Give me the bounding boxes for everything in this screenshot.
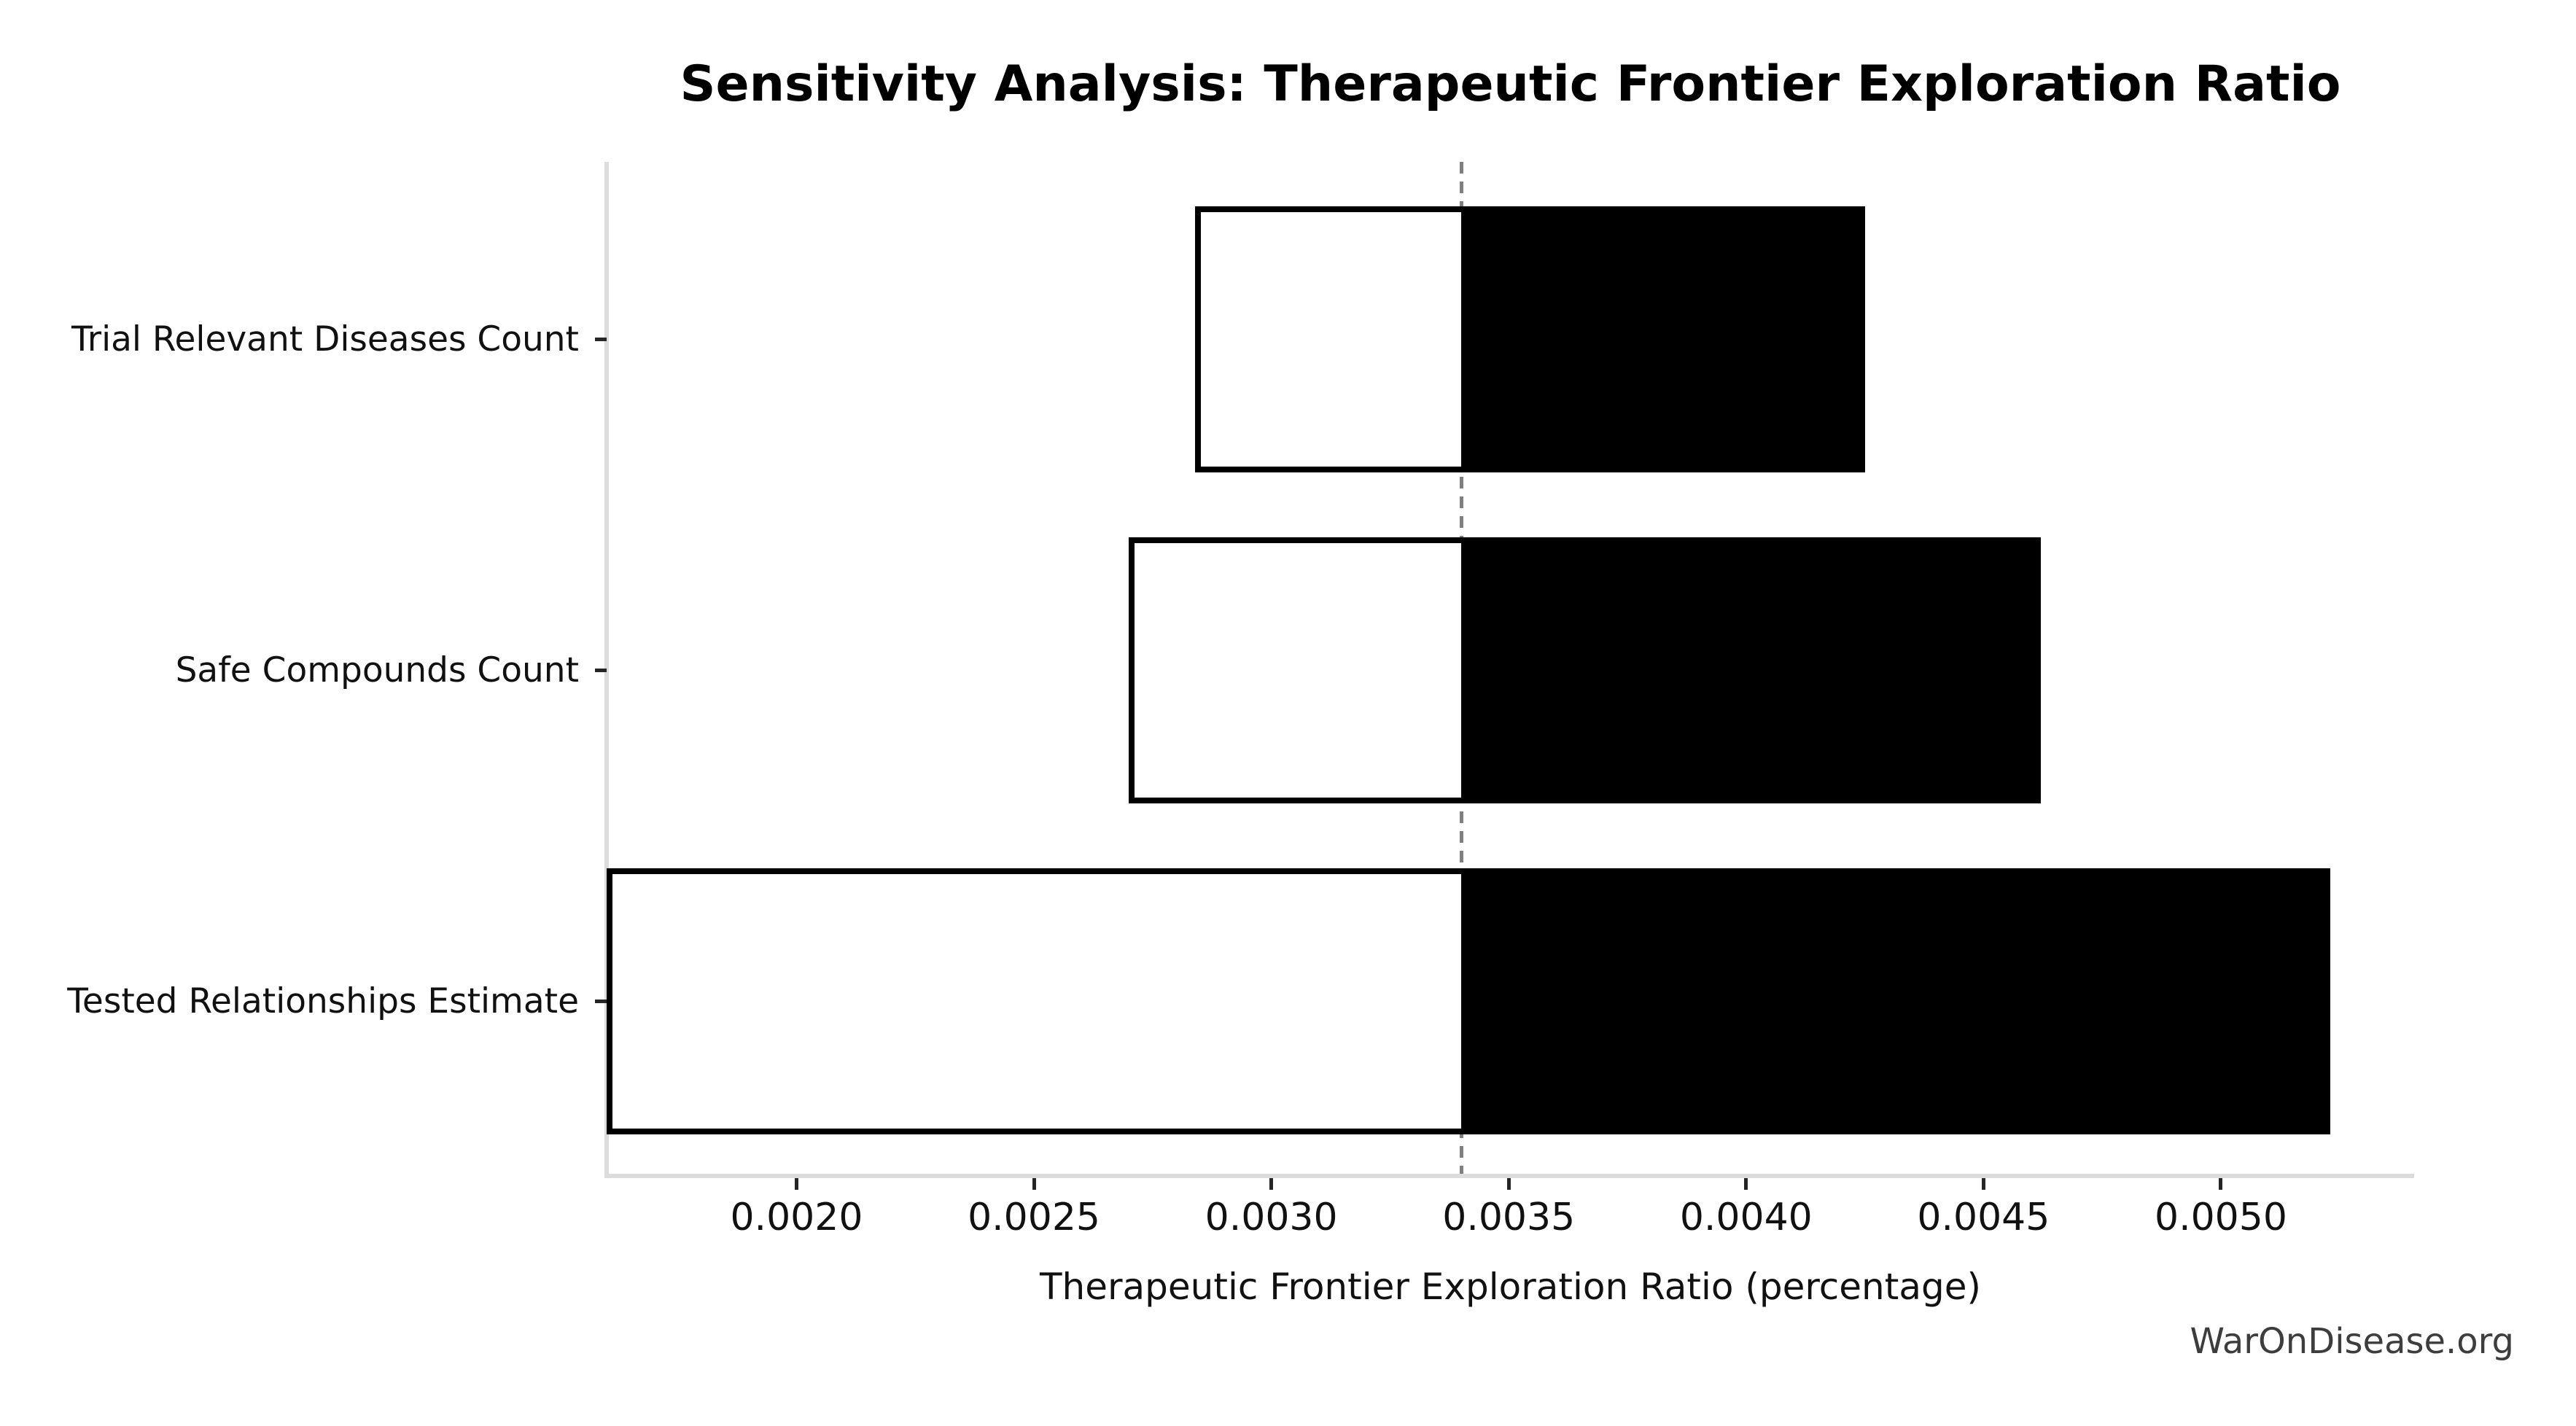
bar-high-segment-1 xyxy=(1461,537,2041,803)
x-tick-mark-0 xyxy=(794,1178,798,1190)
x-tick-mark-4 xyxy=(1744,1178,1748,1190)
y-tick-mark-0 xyxy=(595,338,607,341)
x-tick-mark-3 xyxy=(1506,1178,1511,1190)
y-tick-mark-2 xyxy=(595,1000,607,1003)
y-axis-spine xyxy=(604,162,609,1178)
x-tick-label-4: 0.0040 xyxy=(1679,1196,1813,1239)
x-tick-mark-5 xyxy=(1981,1178,1985,1190)
x-axis-spine xyxy=(604,1174,2414,1178)
y-tick-label-0: Trial Relevant Diseases Count xyxy=(71,319,579,359)
x-tick-label-2: 0.0030 xyxy=(1205,1196,1338,1239)
x-tick-label-1: 0.0025 xyxy=(968,1196,1101,1239)
x-tick-label-5: 0.0045 xyxy=(1917,1196,2050,1239)
x-tick-label-6: 0.0050 xyxy=(2154,1196,2287,1239)
x-tick-label-3: 0.0035 xyxy=(1442,1196,1576,1239)
x-tick-mark-2 xyxy=(1269,1178,1274,1190)
bar-high-segment-0 xyxy=(1461,206,1865,472)
x-tick-label-0: 0.0020 xyxy=(730,1196,863,1239)
x-tick-mark-1 xyxy=(1032,1178,1036,1190)
bar-high-segment-2 xyxy=(1461,868,2330,1134)
y-tick-mark-1 xyxy=(595,669,607,672)
watermark: WarOnDisease.org xyxy=(2190,1321,2514,1362)
y-tick-label-2: Tested Relationships Estimate xyxy=(67,981,579,1021)
x-axis-title: Therapeutic Frontier Exploration Ratio (… xyxy=(1039,1266,1981,1308)
chart-title: Sensitivity Analysis: Therapeutic Fronti… xyxy=(680,55,2341,113)
y-tick-label-1: Safe Compounds Count xyxy=(175,650,579,690)
x-tick-mark-6 xyxy=(2219,1178,2223,1190)
